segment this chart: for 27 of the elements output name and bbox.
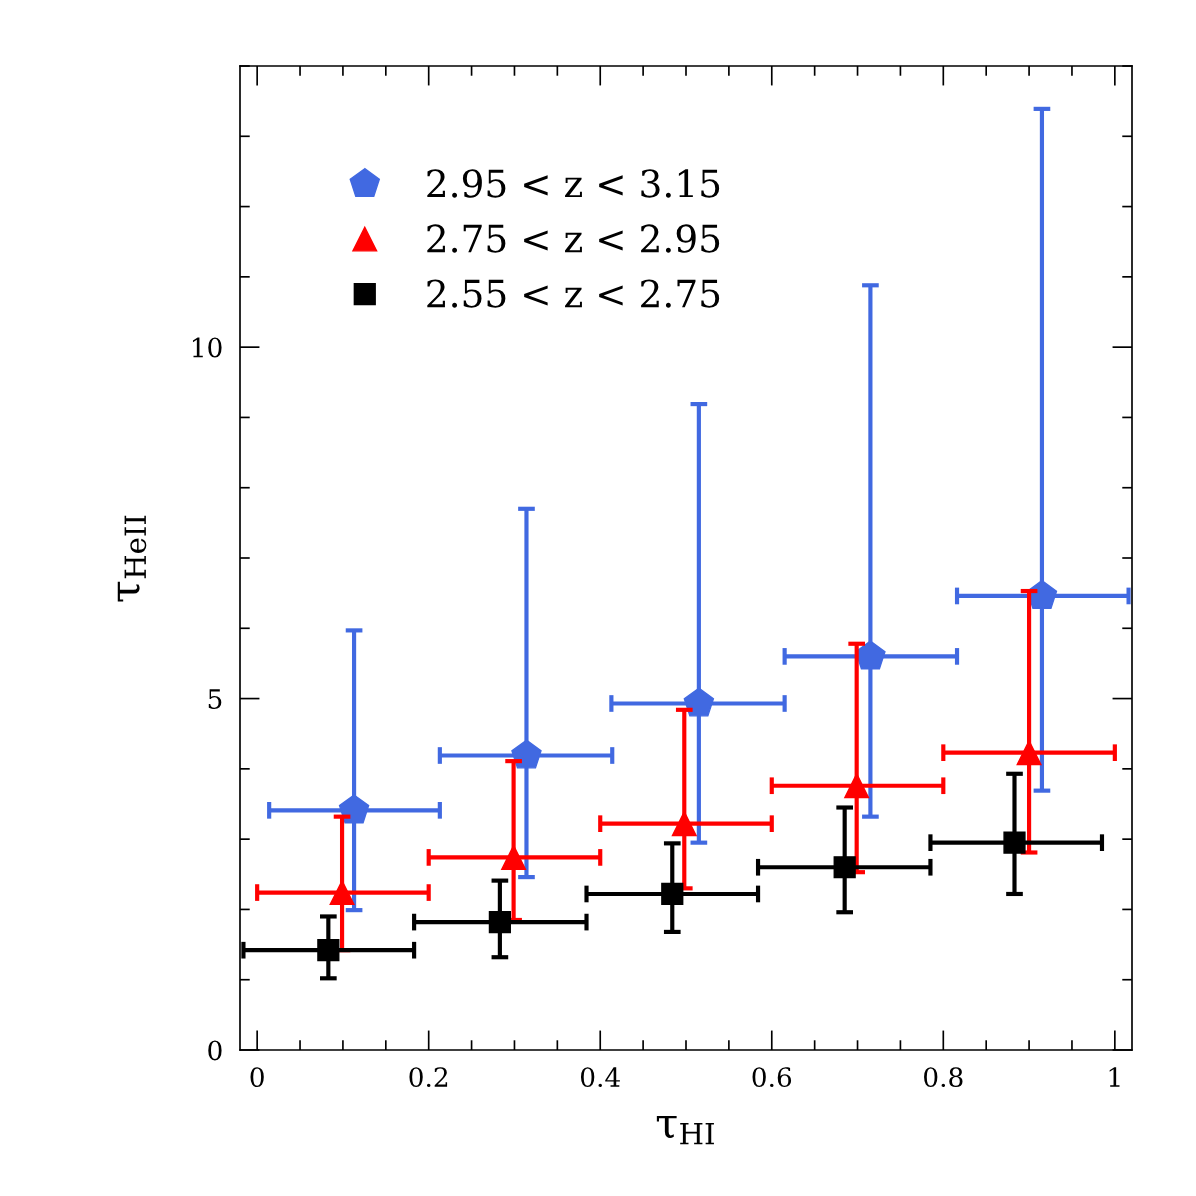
y-tick-label: 10: [192, 337, 222, 358]
point: [511, 739, 542, 769]
legend-label: 2.75 < z < 2.95: [427, 224, 720, 253]
point: [501, 844, 527, 870]
y-axis-title: τ$_{HeII}$: [117, 515, 147, 602]
y-tick-label: 0: [208, 1040, 222, 1061]
x-tick-label: 0.2: [409, 1067, 448, 1088]
x-axis-title: τ$_{HI}$: [656, 1116, 714, 1145]
point: [488, 910, 511, 934]
x-tick-label: 0.6: [752, 1067, 792, 1088]
point: [338, 794, 370, 824]
legend-label: 2.95 < z < 3.15: [427, 169, 720, 198]
point: [833, 856, 856, 879]
point: [844, 773, 870, 799]
point: [1016, 740, 1042, 766]
point: [329, 880, 355, 906]
point: [317, 939, 340, 962]
x-tick-label: 0.4: [580, 1067, 620, 1088]
legend-label: 2.55 < z < 2.75: [427, 279, 720, 308]
point: [671, 811, 697, 837]
point: [1003, 831, 1026, 854]
point: [683, 687, 715, 717]
y-tick-label: 5: [208, 689, 222, 709]
point: [661, 882, 684, 906]
x-tick-label: 0.8: [924, 1067, 963, 1088]
x-tick-label: 0: [250, 1067, 264, 1088]
x-tick-label: 1: [1109, 1067, 1120, 1087]
